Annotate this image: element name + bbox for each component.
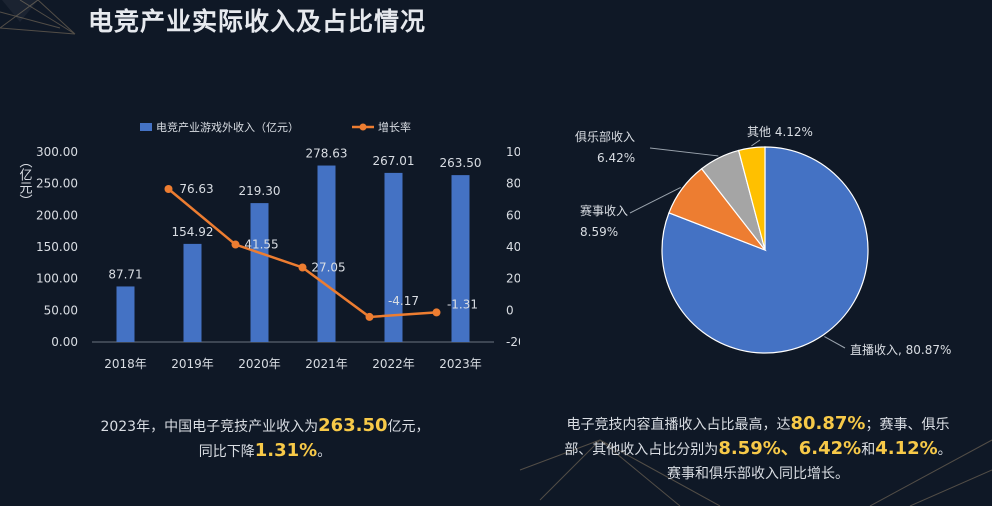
caption-left-highlight: 1.31% (254, 440, 318, 461)
x-tick-label: 2022年 (372, 357, 415, 371)
line-value-label: 41.55 (244, 238, 278, 252)
y-right-tick-label: -20 (506, 335, 520, 349)
page-title: 电竞产业实际收入及占比情况 (88, 7, 427, 36)
x-tick-label: 2019年 (171, 357, 214, 371)
bar (317, 165, 336, 342)
pie-leader-line (629, 186, 681, 214)
y-left-tick-label: 50.00 (44, 303, 78, 317)
caption-right-text: 部、其他收入占比分别为 (564, 442, 719, 458)
y-right-tick-label: 40 (506, 240, 520, 254)
bar (250, 203, 269, 342)
pie-slice-label: 俱乐部收入 (575, 129, 635, 144)
pie-slice-label: 6.42% (597, 151, 635, 165)
y-right-tick-label: 100 (506, 145, 520, 159)
y-left-tick-label: 250.00 (36, 177, 78, 191)
bar-value-label: 87.71 (108, 267, 142, 281)
pie-slice (737, 146, 766, 251)
caption-left-text: 2023年，中国电子竞技产业收入为 (100, 419, 319, 435)
caption-right-text: 电子竞技内容直播收入占比最高，达 (566, 417, 791, 433)
bar-value-label: 219.30 (239, 184, 281, 198)
caption-left: 2023年，中国电子竞技产业收入为263.50亿元， 同比下降1.31%。 (70, 414, 460, 464)
legend-swatch-line-marker (359, 123, 367, 131)
growth-rate-point (231, 240, 240, 249)
line-value-label: -1.31 (447, 297, 478, 311)
revenue-share-pie-chart: 直播收入, 80.87% 赛事收入 8.59% 俱乐部收入 6.42% 其他 4.12% (575, 125, 951, 357)
x-tick-label: 2021年 (305, 357, 348, 371)
bar (451, 175, 470, 342)
y-right-tick-label: 60 (506, 208, 520, 222)
y-left-tick-label: 200.00 (36, 208, 78, 222)
growth-rate-point (365, 312, 374, 321)
caption-left-highlight: 263.50 (318, 415, 388, 436)
pie-leader-line (649, 147, 719, 157)
bar-value-label: 154.92 (172, 225, 214, 239)
caption-left-text: 同比下降 (198, 444, 255, 460)
growth-rate-point (298, 263, 307, 272)
caption-left-text: 。 (317, 444, 332, 460)
bar-value-label: 263.50 (440, 156, 482, 170)
y-right-tick-label: 80 (506, 177, 520, 191)
y-left-tick-label: 0.00 (51, 335, 78, 349)
bar (183, 243, 202, 342)
pie-slice-label: 赛事收入 (580, 203, 628, 218)
caption-left-text: 亿元， (387, 419, 430, 435)
caption-right: 电子竞技内容直播收入占比最高，达80.87%；赛事、俱乐 部、其他收入占比分别为… (548, 412, 968, 486)
pie-slice-label: 直播收入, 80.87% (850, 343, 951, 357)
y-left-tick-label: 300.00 (36, 145, 78, 159)
line-value-label: -4.17 (388, 294, 419, 308)
growth-rate-point (432, 308, 441, 317)
y-right-tick-label: 0 (506, 303, 514, 317)
caption-right-highlight: 80.87% (790, 413, 866, 434)
bar-value-label: 278.63 (306, 147, 348, 161)
pie-leader-line (824, 336, 846, 349)
caption-right-highlight: 8.59%、6.42% (718, 438, 862, 459)
x-tick-label: 2023年 (439, 357, 482, 371)
bar (116, 286, 135, 342)
line-value-label: 27.05 (311, 261, 345, 275)
legend-label-bar: 电竞产业游戏外收入（亿元） (156, 120, 299, 134)
y-left-axis-title: （亿元） (17, 155, 33, 207)
pie-slice-label: 8.59% (580, 225, 618, 239)
caption-right-text: 赛事和俱乐部收入同比增长。 (667, 466, 849, 482)
caption-right-text: ；赛事、俱乐 (865, 417, 950, 433)
x-tick-label: 2020年 (238, 357, 281, 371)
caption-right-text: 和 (861, 442, 876, 458)
pie-slice-label: 其他 4.12% (747, 125, 813, 139)
y-left-tick-label: 100.00 (36, 272, 78, 286)
revenue-bar-line-chart: 0.00 50.00 100.00 150.00 200.00 250.00 300.00 -… (17, 120, 521, 371)
y-left-tick-label: 150.00 (36, 240, 78, 254)
line-value-label: 76.63 (179, 182, 213, 196)
bar-value-label: 267.01 (373, 154, 415, 168)
caption-right-highlight: 4.12% (875, 438, 938, 459)
legend-swatch-bar (140, 123, 152, 131)
x-tick-label: 2018年 (104, 357, 147, 371)
pie-leader-line (751, 139, 761, 147)
bar (384, 172, 403, 342)
legend-label-line: 增长率 (378, 120, 411, 134)
growth-rate-point (164, 185, 173, 194)
caption-right-text: 。 (937, 442, 952, 458)
y-right-tick-label: 20 (506, 272, 520, 286)
